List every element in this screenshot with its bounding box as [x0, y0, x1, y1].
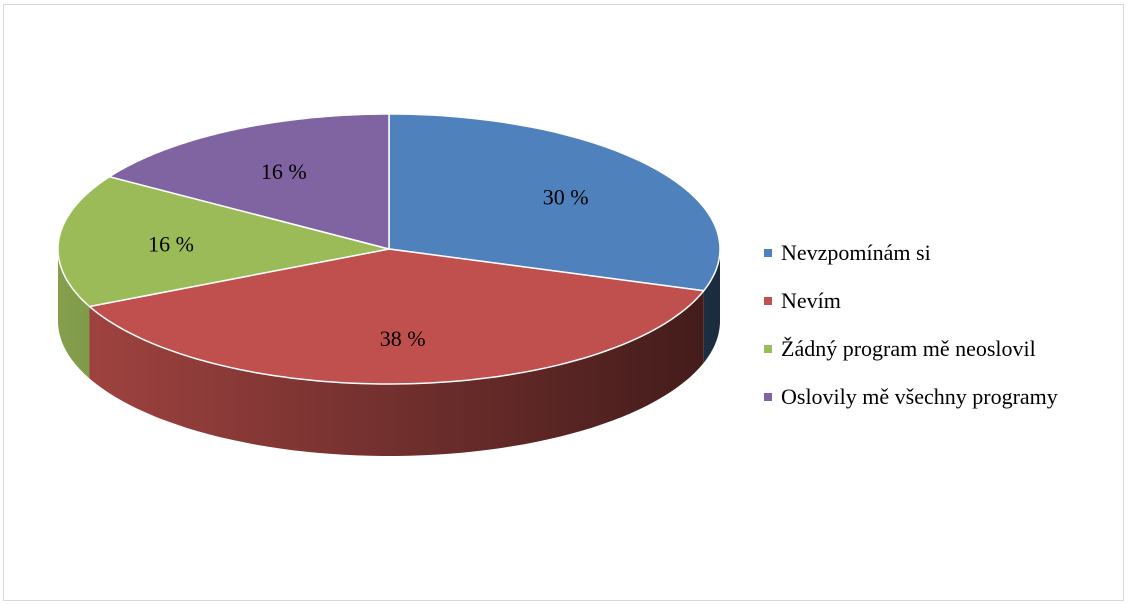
legend-item-zadny-program: Žádný program mě neoslovil: [764, 325, 1058, 373]
pie-slice-2: [57, 175, 390, 308]
pie-slices: [57, 113, 721, 385]
legend: Nevzpomínám si Nevím Žádný program mě ne…: [764, 229, 1058, 421]
data-labels: 30 % 38 % 16 % 16 %: [148, 159, 589, 351]
legend-label: Nevím: [781, 288, 841, 313]
legend-item-nevzpominam-si: Nevzpomínám si: [764, 229, 1058, 277]
legend-item-oslovily-vsechny: Oslovily mě všechny programy: [764, 373, 1058, 421]
legend-label: Nevzpomínám si: [781, 240, 931, 265]
pie-slice-1: [88, 248, 705, 385]
pie-chart: 30 % 38 % 16 % 16 %: [57, 113, 721, 456]
legend-swatch-blue: [764, 249, 772, 257]
legend-label: Žádný program mě neoslovil: [781, 336, 1036, 361]
legend-swatch-red: [764, 297, 772, 305]
slice-side-1: [89, 290, 704, 456]
slice-side-2: [58, 249, 90, 379]
legend-swatch-green: [764, 345, 772, 353]
legend-item-nevim: Nevím: [764, 277, 1058, 325]
data-label-2: 16 %: [148, 231, 194, 256]
legend-swatch-purple: [764, 393, 772, 401]
chart-area: 30 % 38 % 16 % 16 % Nevzpomínám si Nevím Žá…: [3, 4, 1124, 601]
slice-side-0: [703, 249, 720, 363]
data-label-0: 30 %: [543, 185, 589, 210]
data-label-1: 38 %: [380, 326, 426, 351]
pie-slice-3: [108, 113, 390, 250]
pie-sides: [58, 249, 720, 456]
data-label-3: 16 %: [261, 159, 307, 184]
legend-label: Oslovily mě všechny programy: [781, 384, 1058, 409]
pie-slice-0: [388, 113, 721, 292]
